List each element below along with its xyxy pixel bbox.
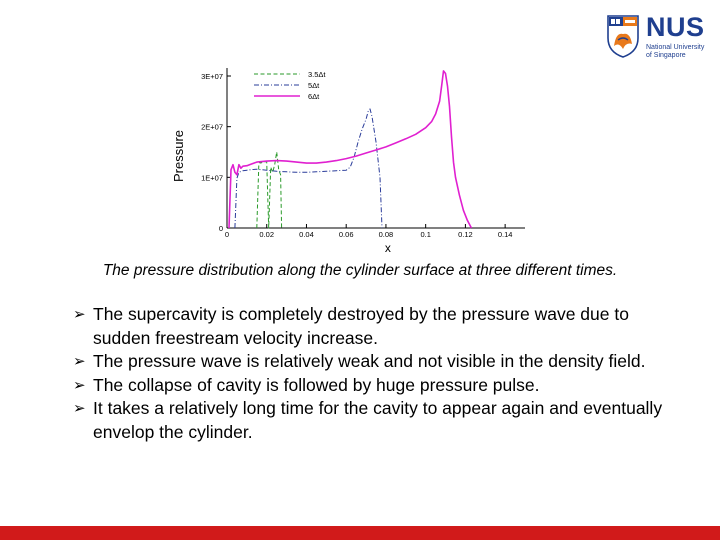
- legend-label-1: 3.5Δt: [308, 70, 326, 79]
- bullet-item: ➢ It takes a relatively long time for the…: [73, 397, 673, 444]
- series-line-3: [228, 70, 473, 229]
- x-tick-label: 0.1: [420, 230, 430, 239]
- bullet-text: It takes a relatively long time for the …: [93, 398, 663, 442]
- x-tick-label: 0.06: [339, 230, 354, 239]
- x-tick-label: 0.02: [259, 230, 274, 239]
- logo-wordmark: NUS: [646, 12, 705, 42]
- bullet-item: ➢ The supercavity is completely destroyed…: [73, 303, 673, 350]
- x-tick-label: 0.04: [299, 230, 314, 239]
- bullet-item: ➢ The collapse of cavity is followed by h…: [73, 374, 673, 398]
- arrow-bullet-icon: ➢: [73, 352, 86, 370]
- bullet-text: The collapse of cavity is followed by hu…: [93, 374, 540, 395]
- legend-label-2: 5Δt: [308, 81, 320, 90]
- arrow-bullet-icon: ➢: [73, 375, 86, 394]
- x-tick-label: 0.14: [498, 230, 513, 239]
- x-tick-label: 0.12: [458, 230, 473, 239]
- logo-subtitle-line2: of Singapore: [646, 52, 686, 59]
- y-tick-label: 1E+07: [201, 173, 223, 182]
- arrow-bullet-icon: ➢: [73, 399, 86, 417]
- pressure-chart: 0 0.02 0.04 0.06 0.08 0.1 0.12 0.14 0 1E+07 2E+07 3…: [171, 68, 525, 255]
- bullet-item: ➢ The pressure wave is relatively weak an…: [73, 350, 673, 374]
- footer-bar: [0, 526, 720, 540]
- chart-caption: The pressure distribution along the cyli…: [102, 262, 618, 279]
- series-line-2: [234, 108, 383, 229]
- x-axis-label: x: [385, 241, 391, 255]
- y-tick-label: 2E+07: [201, 123, 223, 132]
- x-tick-label: 0.08: [379, 230, 394, 239]
- series-line-1: [256, 151, 283, 229]
- legend-label-3: 6Δt: [308, 92, 320, 101]
- x-tick-label: 0: [225, 230, 229, 239]
- bullet-list: ➢ The supercavity is completely destroyed…: [73, 303, 673, 444]
- y-tick-label: 0: [219, 224, 223, 233]
- y-axis-label: Pressure: [171, 130, 186, 182]
- bullet-text: The pressure wave is relatively weak and…: [93, 351, 646, 371]
- nus-crest-icon: [607, 15, 639, 58]
- bullet-text: The supercavity is completely destroyed …: [93, 304, 629, 348]
- y-tick-label: 3E+07: [201, 72, 223, 81]
- nus-logo: NUS National University of Singapore: [606, 12, 716, 70]
- logo-subtitle-line1: National University: [646, 44, 705, 51]
- arrow-bullet-icon: ➢: [73, 305, 86, 323]
